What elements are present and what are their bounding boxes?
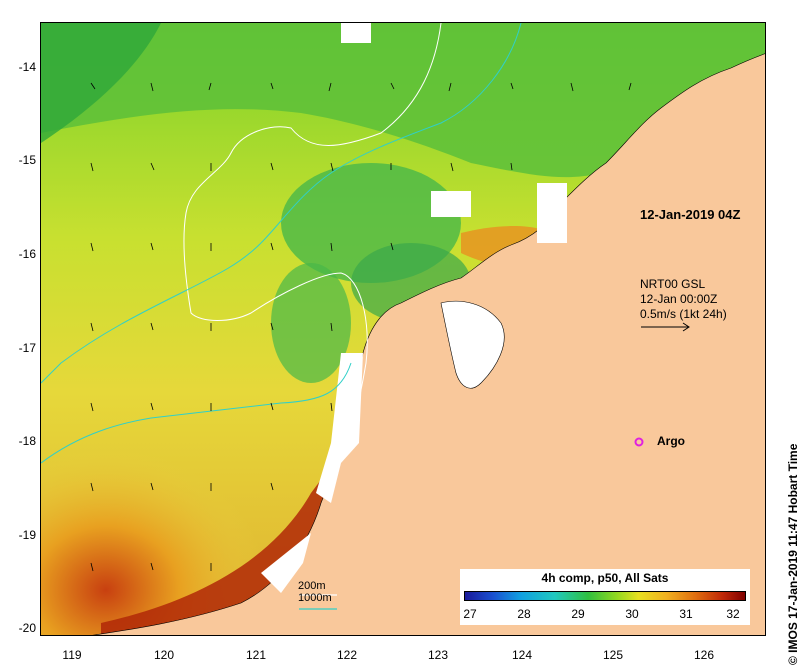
lat-tick: -17 [18,341,36,355]
argo-label: Argo [657,434,685,448]
sst-map-canvas [41,23,765,635]
colorbar-tick: 27 [463,607,477,621]
lon-tick: 125 [602,648,624,662]
lon-tick: 119 [62,648,82,662]
imos-credit: © IMOS 17-Jan-2019 11:47 Hobart Time [786,360,806,670]
isobath-1000m [41,362,352,464]
colorbar-tick: 32 [726,607,740,621]
sst-colorbar: 4h comp, p50, All Sats 27 28 29 30 31 32 [460,569,750,625]
lon-tick: 123 [427,648,449,662]
sea-cool-north [41,23,765,178]
colorbar-gradient [464,591,746,601]
nodata-patch [341,23,371,43]
lat-tick: -15 [18,153,36,167]
lon-tick: 121 [245,648,267,662]
argo-float-marker [634,437,644,447]
image-date-label: 12-Jan-2019 04Z [640,207,741,222]
lon-tick: 120 [153,648,175,662]
isobath-1000m-label: 1000m [298,592,332,604]
colorbar-tick: 29 [571,607,585,621]
current-vectors [90,82,632,572]
isobath-legend: 200m 1000m [298,580,358,620]
lon-tick: 124 [511,648,533,662]
sea-cool-nw [41,23,161,143]
nodata-patch [431,191,471,217]
imos-credit-text: © IMOS 17-Jan-2019 11:47 Hobart Time [786,443,800,665]
lat-tick: -19 [18,528,36,542]
colorbar-tick: 30 [625,607,639,621]
current-legend-scale: 0.5m/s (1kt 24h) [640,307,727,321]
lon-tick: 122 [336,648,358,662]
isobath-200m-label: 200m [298,580,326,592]
lat-tick: -18 [18,434,36,448]
nodata-coastal [261,533,311,593]
current-legend-source: NRT00 GSL [640,277,706,291]
lat-tick: -20 [18,621,36,635]
land-inlet [440,300,505,389]
sst-map[interactable] [40,22,766,636]
current-scale-arrow [641,322,690,332]
isobath-1000m [41,23,522,384]
nodata-patch [537,183,567,243]
colorbar-tick: 31 [679,607,693,621]
nodata-coastal [316,353,363,503]
lat-tick: -14 [18,60,36,74]
current-legend-time: 12-Jan 00:00Z [640,292,718,306]
lat-tick: -16 [18,247,36,261]
colorbar-title: 4h comp, p50, All Sats [541,571,669,585]
isobath-200m [183,23,442,434]
lon-tick: 126 [693,648,715,662]
colorbar-tick: 28 [517,607,531,621]
